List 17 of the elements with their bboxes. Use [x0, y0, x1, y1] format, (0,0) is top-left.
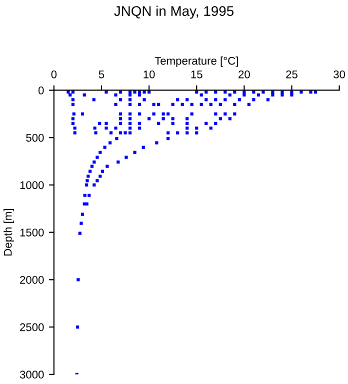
x-tick-label: 10 [144, 70, 155, 78]
chart-title: JNQN in May, 1995 [114, 6, 234, 19]
x-tick-label: 5 [98, 70, 104, 78]
y-tick-label: 500 [26, 134, 44, 142]
x-tick-label: 30 [334, 70, 346, 78]
y-tick-label: 1000 [20, 181, 44, 190]
x-tick-label: 20 [238, 70, 250, 78]
x-tick-label: 0 [51, 70, 57, 78]
x-axis-title: Temperature [°C] [154, 56, 238, 67]
x-tick-label: 25 [286, 70, 298, 78]
y-tick-label: 1500 [20, 228, 44, 236]
y-tick-label: 3000 [20, 370, 44, 379]
y-tick-label: 2500 [20, 323, 44, 332]
x-tick-label: 15 [191, 70, 202, 78]
y-tick-label: 2000 [20, 276, 44, 284]
y-tick-label: 0 [38, 86, 44, 94]
y-axis-title: Depth [m] [4, 209, 14, 256]
